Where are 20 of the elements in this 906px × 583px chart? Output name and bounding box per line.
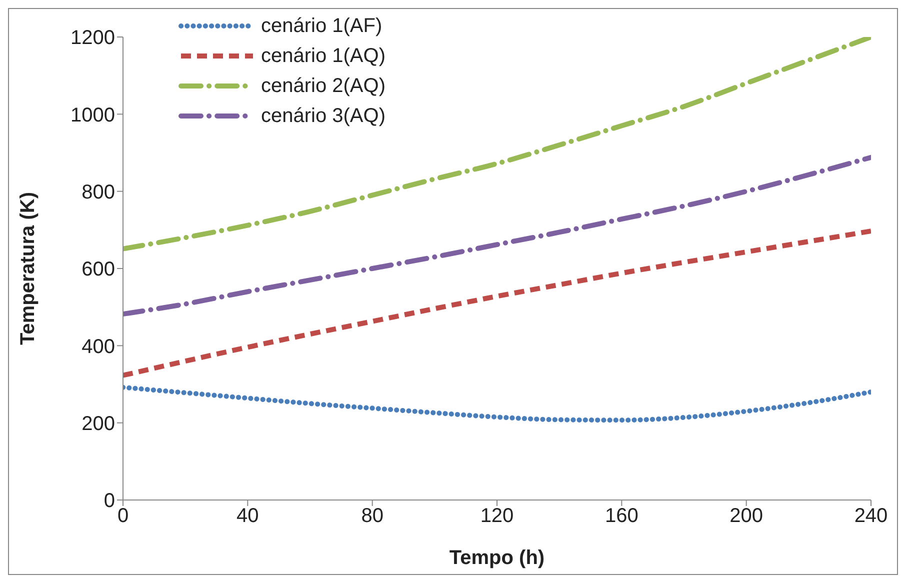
x-tick-label: 80 bbox=[361, 505, 384, 528]
legend-label: cenário 2(AQ) bbox=[261, 74, 386, 99]
y-axis-title: Temperatura (K) bbox=[17, 192, 40, 345]
y-tick-label: 200 bbox=[82, 412, 115, 435]
y-tick-label: 800 bbox=[82, 181, 115, 204]
x-tick-label: 200 bbox=[730, 505, 764, 528]
y-tick-label: 400 bbox=[82, 336, 115, 358]
legend-label: cenário 1(AF) bbox=[261, 14, 382, 39]
y-tick-label: 1200 bbox=[70, 27, 115, 50]
x-tick-label: 40 bbox=[236, 505, 259, 528]
y-tick-label: 1000 bbox=[70, 104, 115, 126]
x-tick-label: 120 bbox=[480, 505, 514, 528]
x-tick-label: 240 bbox=[854, 505, 888, 528]
x-axis-title: Tempo (h) bbox=[449, 547, 545, 569]
legend-label: cenário 1(AQ) bbox=[261, 44, 386, 69]
y-tick-label: 600 bbox=[82, 258, 115, 281]
x-tick-label: 0 bbox=[117, 505, 129, 528]
y-tick-label: 0 bbox=[104, 490, 115, 512]
legend-label: cenário 3(AQ) bbox=[261, 104, 386, 129]
x-tick-label: 160 bbox=[604, 505, 638, 528]
